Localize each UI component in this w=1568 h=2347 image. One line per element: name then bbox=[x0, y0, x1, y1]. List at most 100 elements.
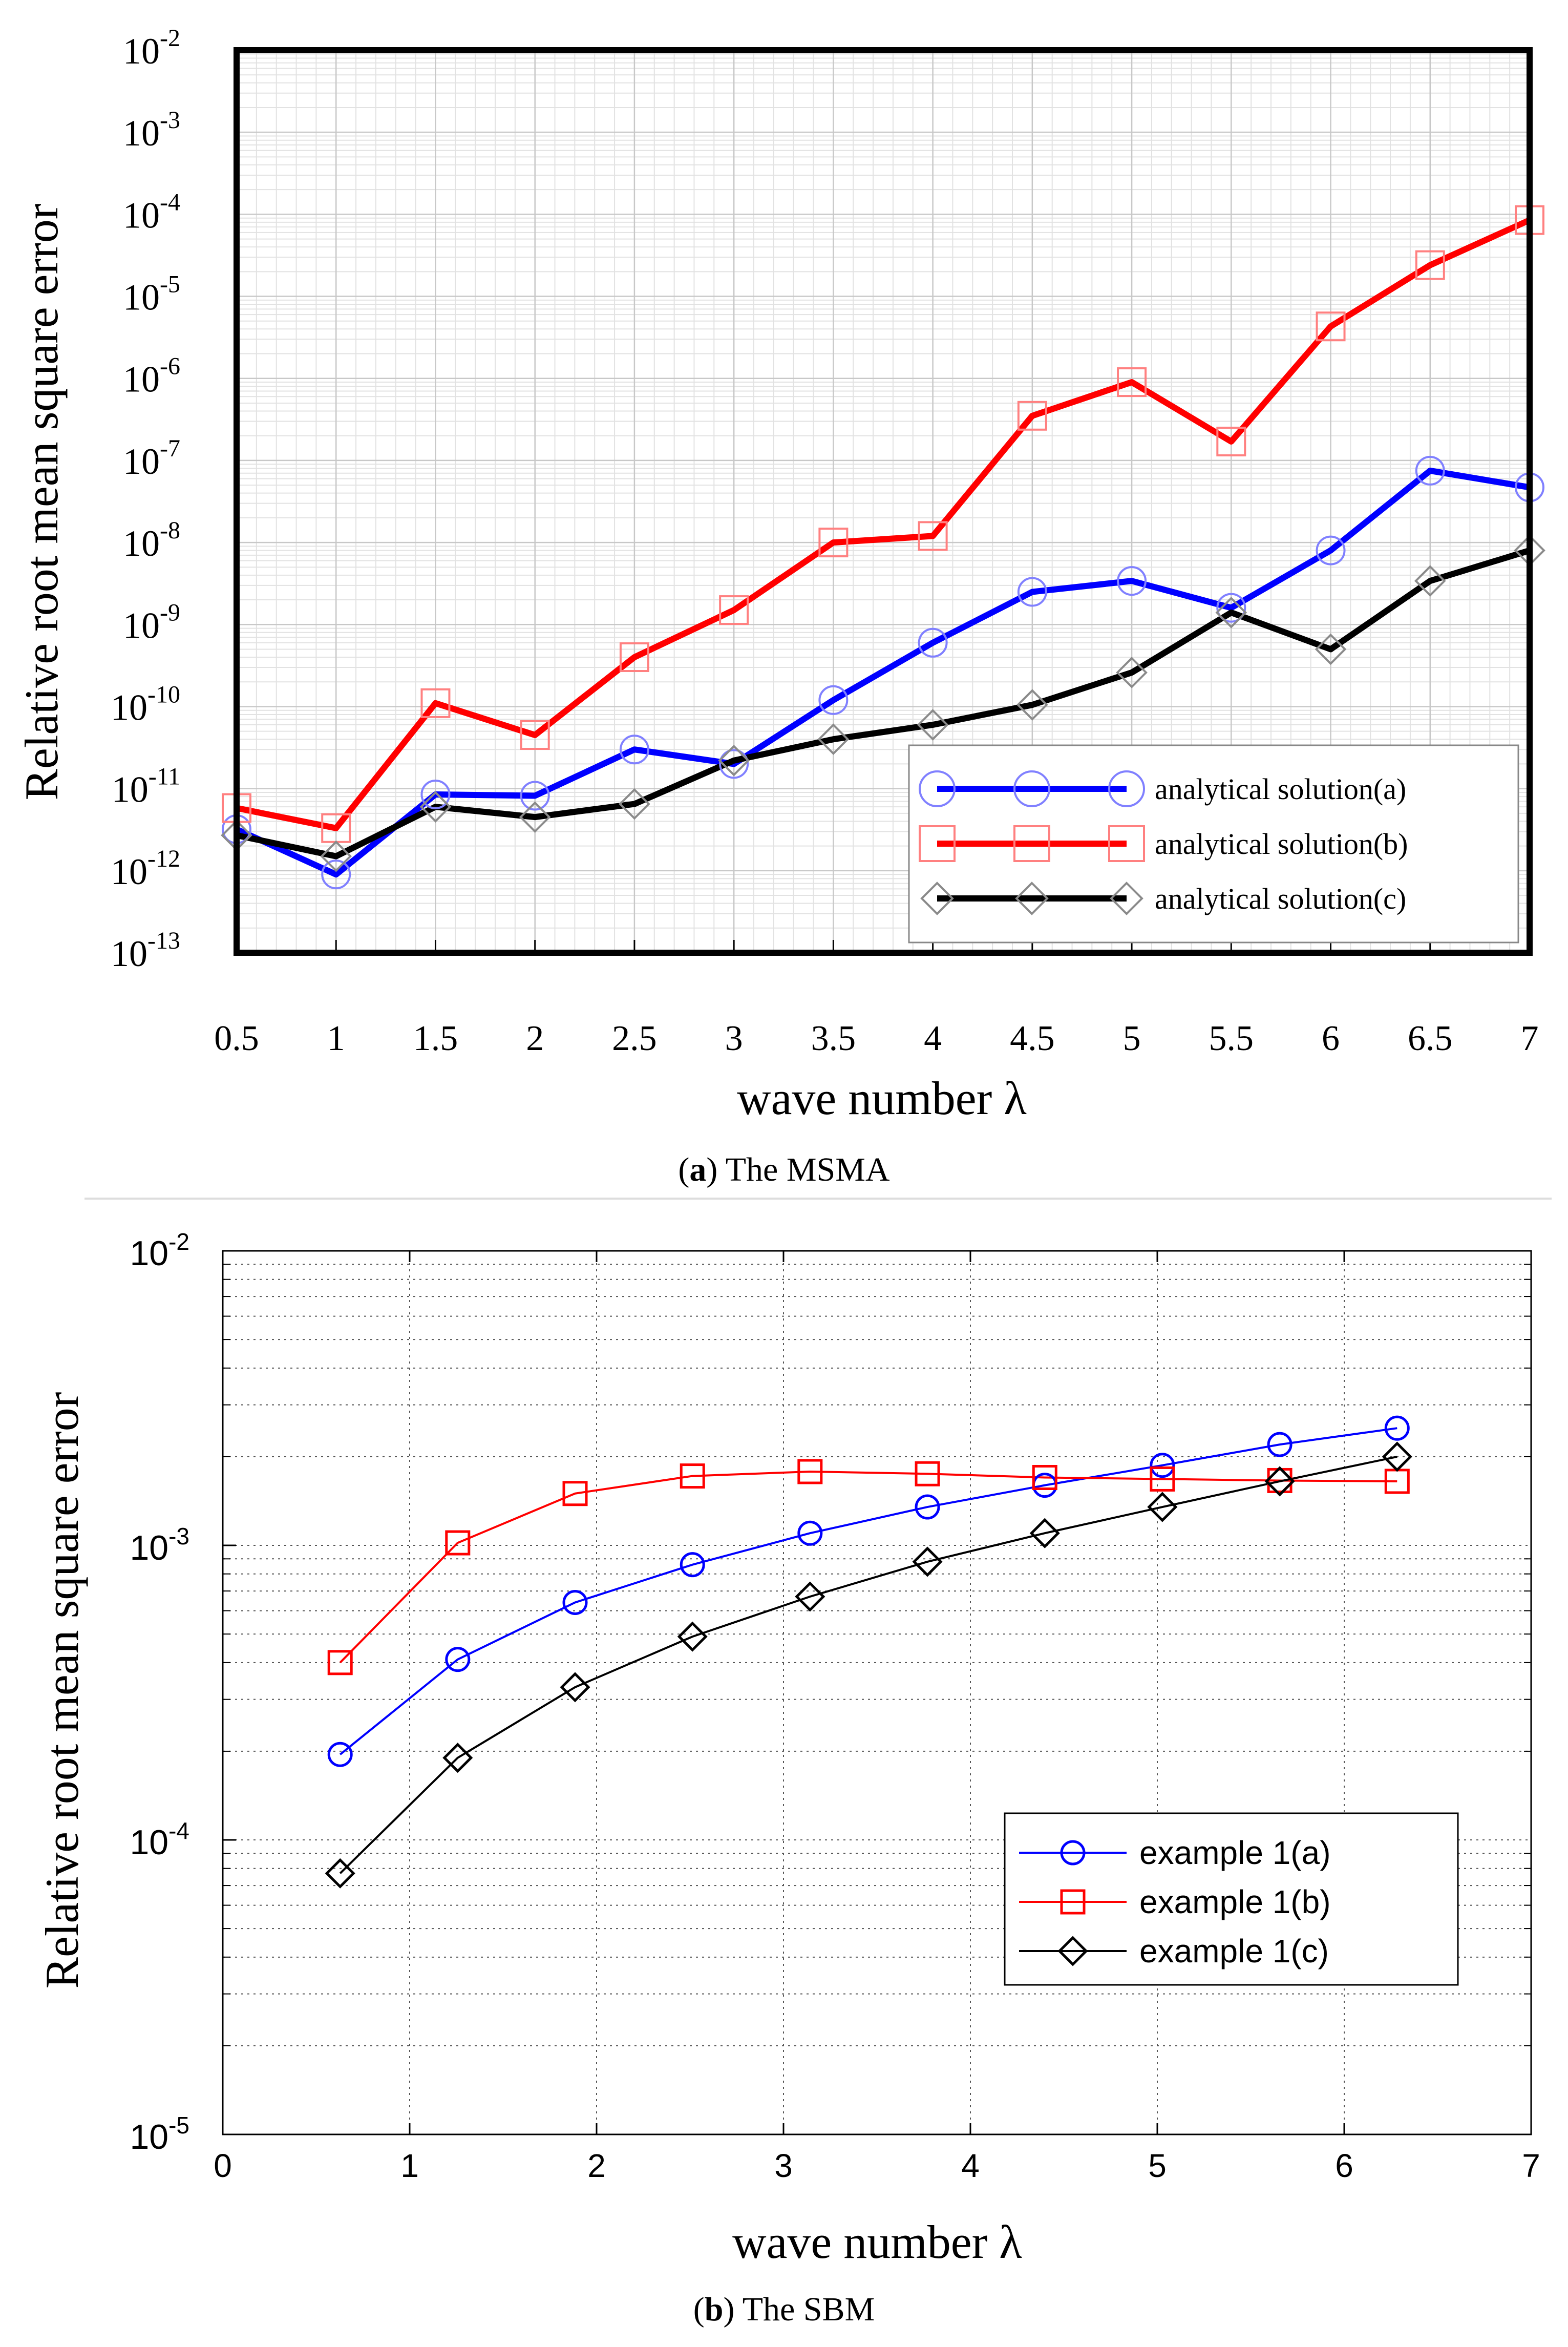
data-point bbox=[1264, 1466, 1295, 1497]
data-point bbox=[1216, 593, 1246, 623]
x-tick-label: 5.5 bbox=[1209, 1019, 1254, 1058]
y-tick-exponent: -4 bbox=[160, 188, 180, 216]
y-tick-label: 10-4 bbox=[130, 1817, 189, 1862]
panel-b-legend: example 1(a) example 1(b) example 1(c) bbox=[1004, 1812, 1459, 1986]
series-line bbox=[235, 467, 1530, 878]
legend-marker bbox=[1060, 1840, 1086, 1866]
data-point bbox=[1017, 577, 1047, 607]
panel-a-caption: (a) The MSMA bbox=[678, 1151, 889, 1188]
data-point bbox=[1117, 566, 1147, 596]
data-point bbox=[327, 1742, 353, 1767]
panel-a-plot-frame bbox=[234, 47, 1533, 956]
panel-a-x-axis-label: wave number λ bbox=[737, 1072, 1027, 1124]
y-tick-label: 10-4 bbox=[123, 188, 180, 236]
y-tick-exponent: -5 bbox=[160, 271, 180, 298]
y-tick-base: 10 bbox=[130, 2118, 168, 2156]
data-point bbox=[915, 1461, 940, 1486]
data-point bbox=[797, 1459, 823, 1484]
y-tick-label: 10-9 bbox=[123, 599, 180, 646]
y-tick-label: 10-2 bbox=[123, 25, 180, 72]
series-line bbox=[236, 217, 1531, 831]
legend-marker bbox=[1057, 1936, 1088, 1966]
data-point bbox=[1382, 1441, 1412, 1472]
panel-a-series bbox=[221, 205, 1545, 890]
data-point bbox=[445, 1530, 471, 1556]
x-tick-label: 6 bbox=[1322, 1019, 1340, 1058]
y-tick-label: 10-13 bbox=[111, 927, 180, 974]
data-point bbox=[420, 779, 451, 809]
data-point bbox=[1215, 597, 1247, 628]
y-tick-base: 10 bbox=[123, 113, 160, 154]
y-tick-label: 10-11 bbox=[112, 763, 180, 810]
panel-b-y-ticks: 10-210-310-410-5 bbox=[130, 1228, 1531, 2156]
y-tick-base: 10 bbox=[111, 687, 147, 728]
series-line bbox=[339, 1427, 1397, 1755]
data-point bbox=[1414, 565, 1446, 597]
x-tick-label: 1 bbox=[400, 2147, 419, 2184]
y-tick-label: 10-3 bbox=[123, 107, 180, 154]
data-point bbox=[420, 688, 451, 718]
y-tick-base: 10 bbox=[111, 851, 147, 892]
x-tick-label: 6 bbox=[1335, 2147, 1353, 2184]
y-tick-label: 10-10 bbox=[111, 681, 180, 728]
data-point bbox=[915, 1494, 940, 1520]
y-tick-base: 10 bbox=[130, 1234, 168, 1273]
y-tick-label: 10-2 bbox=[130, 1228, 189, 1273]
data-point bbox=[719, 749, 749, 779]
panel-b-caption: (b) The SBM bbox=[693, 2291, 875, 2328]
y-tick-exponent: -4 bbox=[168, 1817, 189, 1844]
legend-label: example 1(b) bbox=[1139, 1883, 1331, 1920]
y-tick-base: 10 bbox=[123, 359, 160, 400]
data-point bbox=[520, 720, 550, 750]
panel-a-caption-label: a bbox=[689, 1151, 706, 1188]
legend-marker bbox=[919, 825, 956, 862]
data-point bbox=[1216, 426, 1246, 456]
data-point bbox=[1017, 401, 1047, 431]
panel-a-y-ticks: 10-210-310-410-510-610-710-810-910-1010-… bbox=[111, 25, 180, 974]
y-tick-base: 10 bbox=[123, 523, 160, 564]
y-tick-label: 10-7 bbox=[123, 435, 180, 482]
legend-marker bbox=[919, 770, 956, 807]
data-point bbox=[1032, 1464, 1057, 1490]
data-point bbox=[918, 521, 948, 551]
data-point bbox=[1016, 689, 1048, 721]
series-line bbox=[339, 1455, 1397, 1874]
x-tick-label: 6.5 bbox=[1408, 1019, 1453, 1058]
data-point bbox=[321, 860, 351, 890]
data-point bbox=[619, 735, 649, 765]
data-point bbox=[912, 1546, 943, 1577]
data-point bbox=[1415, 455, 1445, 486]
legend-label: analytical solution(c) bbox=[1155, 882, 1406, 915]
data-point bbox=[1117, 367, 1147, 397]
x-tick-label: 3 bbox=[774, 2147, 793, 2184]
data-point bbox=[818, 685, 849, 715]
data-point bbox=[1150, 1453, 1175, 1478]
x-tick-label: 3 bbox=[725, 1019, 743, 1058]
x-tick-label: 2.5 bbox=[612, 1019, 657, 1058]
data-point bbox=[442, 1743, 473, 1773]
y-tick-exponent: -5 bbox=[168, 2112, 189, 2139]
legend-label: example 1(a) bbox=[1139, 1834, 1331, 1871]
panel-a-legend-rows: analytical solution(a) analytical solutio… bbox=[919, 770, 1408, 915]
data-point bbox=[1116, 657, 1148, 688]
data-point bbox=[619, 788, 650, 820]
y-tick-exponent: -12 bbox=[147, 845, 180, 872]
data-point bbox=[1415, 250, 1445, 280]
x-tick-label: 7 bbox=[1522, 2147, 1540, 2184]
panel-b-caption-text: The SBM bbox=[743, 2291, 875, 2328]
data-point bbox=[419, 791, 452, 823]
data-point bbox=[1150, 1466, 1175, 1492]
data-point bbox=[677, 1621, 708, 1652]
y-tick-label: 10-5 bbox=[130, 2112, 189, 2156]
legend-label: analytical solution(a) bbox=[1155, 772, 1406, 806]
data-point bbox=[718, 744, 750, 777]
data-point bbox=[1147, 1492, 1178, 1522]
legend-label: example 1(c) bbox=[1139, 1933, 1329, 1969]
y-tick-exponent: -8 bbox=[160, 517, 180, 544]
panel-b-x-axis-label: wave number λ bbox=[732, 2216, 1022, 2268]
data-point bbox=[1316, 311, 1346, 342]
panel-a-caption-text: The MSMA bbox=[726, 1151, 890, 1188]
data-point bbox=[1029, 1518, 1060, 1548]
y-tick-exponent: -2 bbox=[168, 1228, 189, 1255]
x-tick-label: 5 bbox=[1123, 1019, 1141, 1058]
